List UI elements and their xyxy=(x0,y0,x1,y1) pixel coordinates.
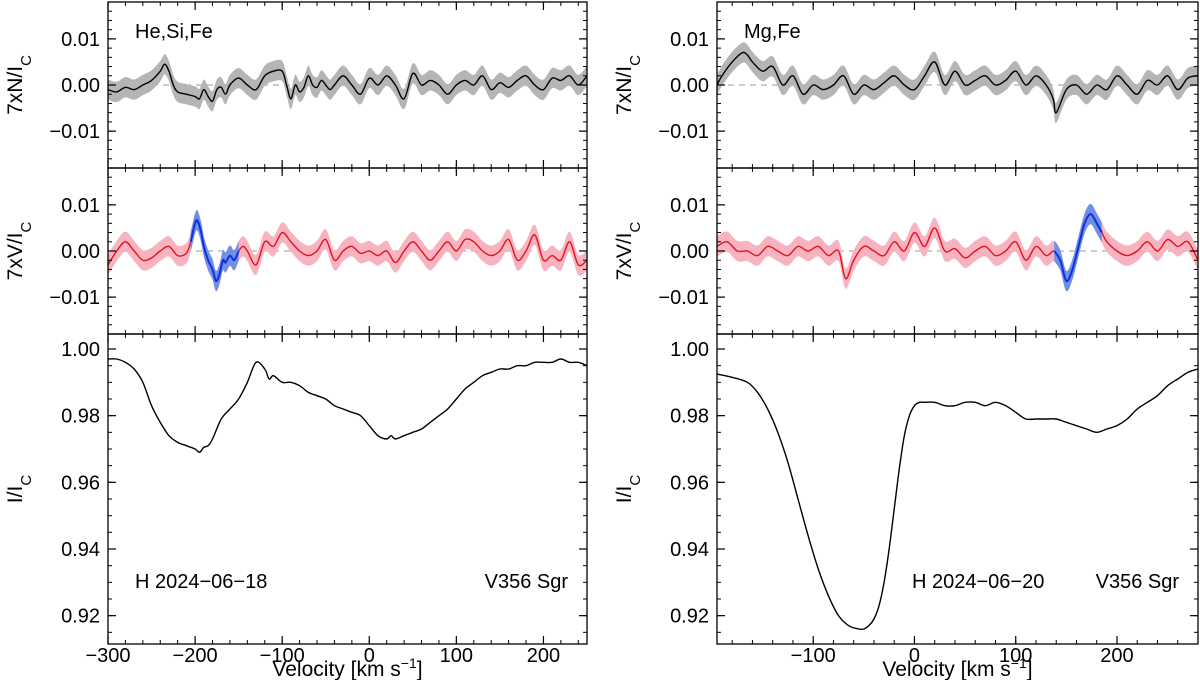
ytick-label: 0.00 xyxy=(670,75,709,97)
y-axis-label-sub: C xyxy=(627,221,644,232)
signature-line xyxy=(1053,213,1103,283)
x-axis-label: Velocity [km s−1] xyxy=(272,655,422,680)
x-axis-label-close: ] xyxy=(417,658,423,680)
x-axis-label-sup: −1 xyxy=(1011,655,1027,671)
y-axis-label: 7xN/IC xyxy=(613,55,644,115)
plot-area xyxy=(108,210,587,292)
series-line xyxy=(108,63,587,103)
y-axis-label-main: 7xN/I xyxy=(4,66,27,115)
uncertainty-band xyxy=(108,54,587,112)
x-axis-label-sup: −1 xyxy=(401,655,417,671)
ytick-label: 0.94 xyxy=(670,539,709,561)
ytick-label: −0.01 xyxy=(49,287,100,309)
y-axis-label-main: 7xN/I xyxy=(613,66,636,115)
y-axis-label-main: 7xV/I xyxy=(613,232,636,280)
ytick-label: −0.01 xyxy=(658,121,709,143)
signature-line xyxy=(189,219,240,283)
uncertainty-band xyxy=(108,210,587,292)
series-line xyxy=(717,213,1198,282)
y-axis-label-main: I/I xyxy=(613,486,636,504)
uncertainty-band xyxy=(717,203,1198,292)
y-axis-label-sub: C xyxy=(627,475,644,486)
x-axis-label-close: ] xyxy=(1027,658,1033,680)
plot-area xyxy=(717,203,1198,292)
ytick-label: 0.92 xyxy=(670,606,709,628)
ytick-label: 0.98 xyxy=(61,406,100,428)
element-annotation: He,Si,Fe xyxy=(135,21,213,43)
xtick-label: 200 xyxy=(1100,645,1133,667)
xtick-label: 100 xyxy=(999,645,1032,667)
xtick-label: −200 xyxy=(173,645,218,667)
y-axis-label-main: 7xV/I xyxy=(4,232,27,280)
ytick-label: 0.92 xyxy=(61,606,100,628)
y-axis-label-sub: C xyxy=(627,55,644,66)
ytick-label: 0.00 xyxy=(670,241,709,263)
plot-area xyxy=(108,54,587,112)
plot-area xyxy=(717,42,1198,123)
star-annotation: V356 Sgr xyxy=(1096,571,1180,593)
panel-V: −0.01 0.00 0.01 7xV/IC xyxy=(4,167,588,335)
element-annotation: Mg,Fe xyxy=(744,21,801,43)
panel-I: 0.92 0.94 0.96 0.98 1.00 I/IC H 2024−06−18 V356… xyxy=(4,333,588,645)
xtick-label: −100 xyxy=(260,645,305,667)
plot-area xyxy=(108,358,587,454)
date-annotation: H 2024−06−20 xyxy=(912,571,1044,593)
xtick-label: 0 xyxy=(909,645,920,667)
ytick-label: 0.01 xyxy=(61,195,100,217)
y-axis-label: I/IC xyxy=(4,475,35,504)
ytick-label: 1.00 xyxy=(670,339,709,361)
x-axis-label-main: Velocity [km s xyxy=(882,658,1010,680)
x-axis-label-main: Velocity [km s xyxy=(272,658,400,680)
xtick-label: 100 xyxy=(440,645,473,667)
ytick-label: 0.01 xyxy=(670,29,709,51)
ytick-label: 0.96 xyxy=(670,472,709,494)
panel-I: 0.92 0.94 0.96 0.98 1.00 I/IC H 2024−06−20 V356… xyxy=(613,333,1199,645)
ytick-label: 0.00 xyxy=(61,241,100,263)
ytick-label: 0.00 xyxy=(61,75,100,97)
x-axis-label: Velocity [km s−1] xyxy=(882,655,1032,680)
star-annotation: V356 Sgr xyxy=(485,571,569,593)
date-annotation: H 2024−06−18 xyxy=(135,571,267,593)
panel-frame xyxy=(107,333,588,645)
uncertainty-band xyxy=(717,42,1198,123)
y-axis-label-sub: C xyxy=(18,55,35,66)
y-axis-label: 7xV/IC xyxy=(613,221,644,280)
panel-frame xyxy=(716,333,1199,645)
y-axis-label-sub: C xyxy=(18,475,35,486)
y-axis-label: I/IC xyxy=(613,475,644,504)
y-axis-label-sub: C xyxy=(18,221,35,232)
plot-area xyxy=(717,368,1198,631)
ytick-label: 0.01 xyxy=(61,29,100,51)
ytick-label: 0.98 xyxy=(670,406,709,428)
ytick-label: 0.01 xyxy=(670,195,709,217)
xtick-label: −300 xyxy=(85,645,130,667)
xtick-label: 0 xyxy=(364,645,375,667)
right-figure: −0.010.000.017xN/ICMg,Fe−0.010.000.017xV… xyxy=(613,1,1199,680)
panel-N: −0.01 0.00 0.01 7xN/IC Mg,Fe xyxy=(613,1,1199,169)
panel-V: −0.01 0.00 0.01 7xV/IC xyxy=(613,167,1199,335)
panel-N: −0.01 0.00 0.01 7xN/IC He,Si,Fe xyxy=(4,1,588,169)
xtick-label: 200 xyxy=(527,645,560,667)
ytick-label: 1.00 xyxy=(61,339,100,361)
series-line xyxy=(717,368,1198,631)
ytick-label: 0.96 xyxy=(61,472,100,494)
ytick-label: −0.01 xyxy=(49,121,100,143)
series-line xyxy=(717,51,1198,114)
series-line xyxy=(108,358,587,454)
xtick-label: −100 xyxy=(791,645,836,667)
y-axis-label: 7xV/IC xyxy=(4,221,35,280)
signature-band xyxy=(190,210,239,292)
ytick-label: −0.01 xyxy=(658,287,709,309)
y-axis-label: 7xN/IC xyxy=(4,55,35,115)
y-axis-label-main: I/I xyxy=(4,486,27,504)
ytick-label: 0.94 xyxy=(61,539,100,561)
left-figure: −0.010.000.017xN/ICHe,Si,Fe−0.010.000.01… xyxy=(4,1,588,680)
